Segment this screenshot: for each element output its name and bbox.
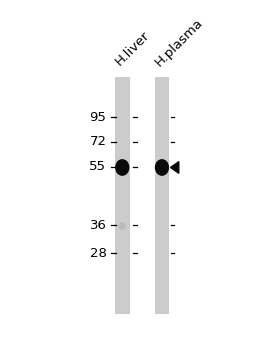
Text: H.plasma: H.plasma	[153, 16, 206, 68]
Text: 72: 72	[89, 135, 106, 148]
Polygon shape	[170, 161, 179, 173]
Ellipse shape	[119, 223, 125, 229]
Bar	[155, 77, 169, 314]
Ellipse shape	[155, 160, 168, 175]
Bar	[115, 77, 130, 314]
Text: 95: 95	[90, 111, 106, 124]
Text: 28: 28	[90, 247, 106, 260]
Text: 55: 55	[89, 160, 106, 173]
Text: 36: 36	[90, 219, 106, 232]
Text: H.liver: H.liver	[113, 29, 153, 68]
Ellipse shape	[116, 160, 129, 175]
